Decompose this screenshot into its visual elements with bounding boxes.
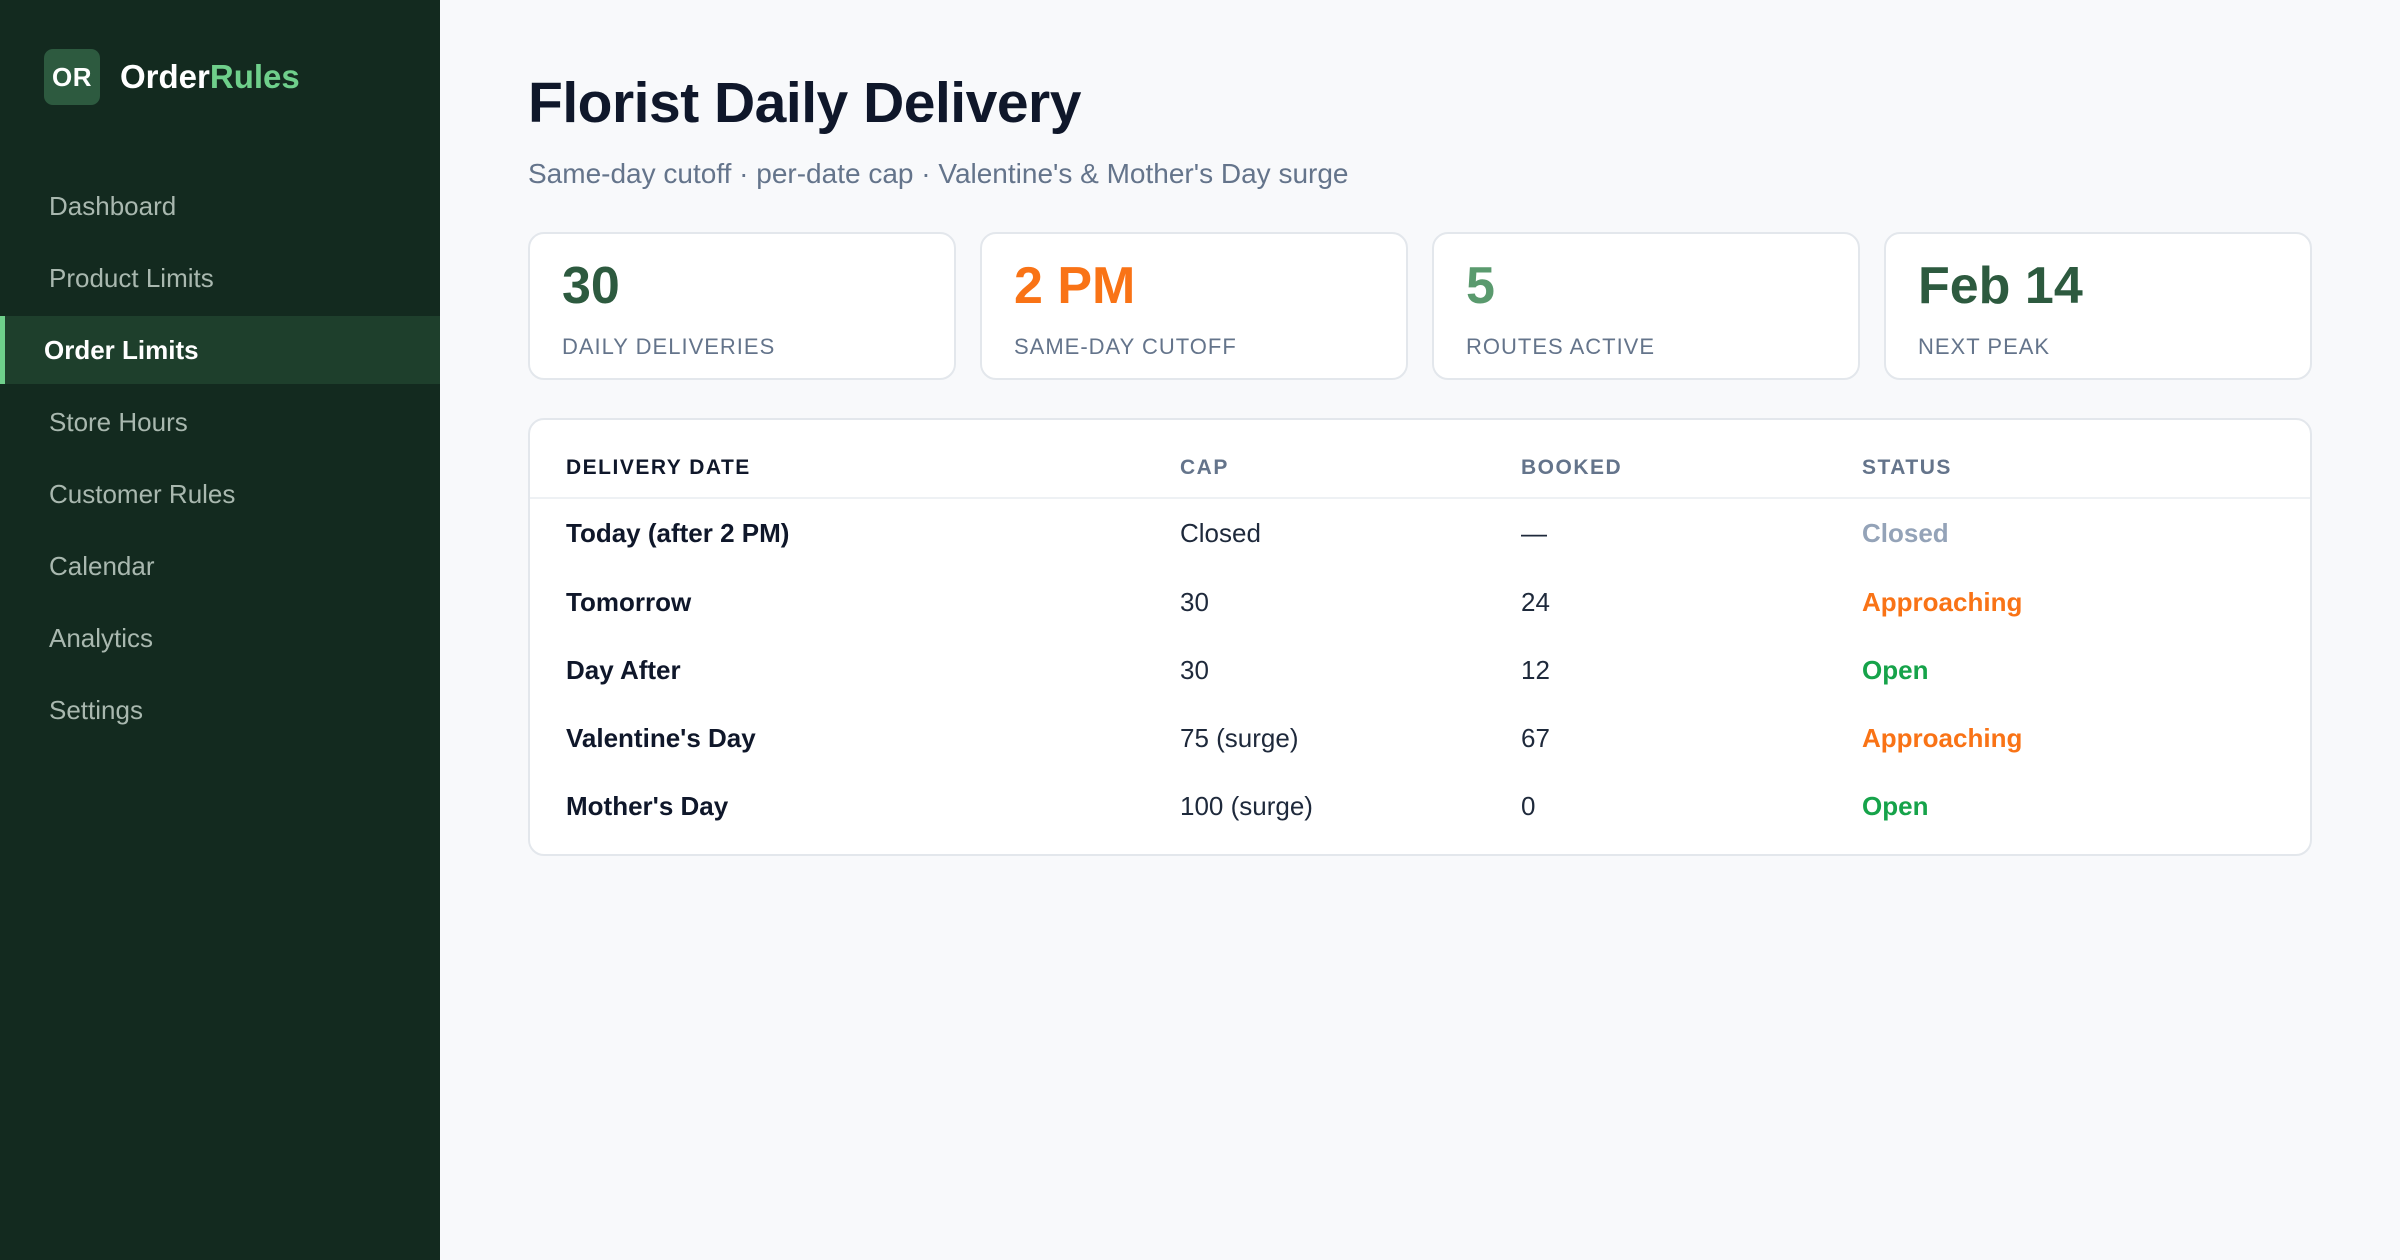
- stat-value: 5: [1466, 257, 1495, 315]
- page-subtitle: Same-day cutoff · per-date cap · Valenti…: [528, 158, 1349, 189]
- stat-label: Same-Day Cutoff: [1014, 334, 1237, 359]
- sidebar-item-calendar[interactable]: Calendar: [49, 550, 155, 581]
- column-header-delivery-date[interactable]: Delivery Date: [530, 420, 1180, 499]
- stat-card-same-day-cutoff: 2 PM Same-Day Cutoff: [980, 232, 1408, 380]
- page-title: Florist Daily Delivery: [528, 71, 1081, 135]
- brand-name-part1: Order: [120, 58, 210, 95]
- stat-label: Next Peak: [1918, 334, 2051, 359]
- cell-status: Approaching: [1862, 586, 2023, 617]
- table-row[interactable]: Day After 30 12 Open: [530, 636, 2310, 704]
- column-header-booked[interactable]: Booked: [1521, 420, 1862, 499]
- cell-booked: 0: [1521, 790, 1536, 821]
- stat-label: Daily Deliveries: [562, 334, 776, 359]
- sidebar-item-store-hours[interactable]: Store Hours: [49, 406, 188, 437]
- table-header-row: Delivery Date Cap Booked Status: [530, 420, 2310, 499]
- stat-value: 2 PM: [1014, 257, 1136, 315]
- cell-booked: —: [1521, 518, 1547, 548]
- cell-status: Closed: [1862, 518, 1949, 548]
- stat-card-next-peak: Feb 14 Next Peak: [1884, 232, 2312, 380]
- cell-cap: 30: [1180, 586, 1209, 617]
- stats-row: 30 Daily Deliveries 2 PM Same-Day Cutoff…: [528, 232, 2312, 380]
- delivery-table: Delivery Date Cap Booked Status Today (a…: [530, 420, 2310, 840]
- table-row[interactable]: Tomorrow 30 24 Approaching: [530, 568, 2310, 636]
- brand-name-part2: Rules: [209, 58, 300, 95]
- sidebar-item-product-limits[interactable]: Product Limits: [49, 262, 214, 293]
- main-content: Florist Daily Delivery Same-day cutoff ·…: [440, 0, 2400, 1260]
- sidebar: OR OrderRules Dashboard Product Limits O…: [0, 0, 440, 1260]
- cell-cap: 100 (surge): [1180, 790, 1313, 821]
- brand[interactable]: OR OrderRules: [0, 0, 440, 108]
- table-row[interactable]: Today (after 2 PM) Closed — Closed: [530, 498, 2310, 568]
- brand-logo: OR: [44, 49, 100, 105]
- cell-delivery-date: Tomorrow: [566, 586, 692, 617]
- cell-booked: 24: [1521, 586, 1550, 617]
- stat-card-routes-active: 5 Routes Active: [1432, 232, 1860, 380]
- brand-name: OrderRules: [120, 58, 300, 96]
- stat-label: Routes Active: [1466, 334, 1656, 359]
- sidebar-nav: Dashboard Product Limits Order Limits St…: [0, 172, 440, 744]
- cell-status: Open: [1862, 790, 1929, 821]
- cell-delivery-date: Valentine's Day: [566, 722, 756, 753]
- cell-booked: 12: [1521, 654, 1550, 685]
- column-header-cap[interactable]: Cap: [1180, 420, 1521, 499]
- sidebar-item-dashboard[interactable]: Dashboard: [49, 190, 177, 221]
- sidebar-item-order-limits[interactable]: Order Limits: [0, 316, 440, 384]
- stat-value: Feb 14: [1918, 257, 2083, 315]
- cell-cap: Closed: [1180, 518, 1261, 548]
- column-header-status[interactable]: Status: [1862, 420, 2310, 499]
- delivery-table-card: Delivery Date Cap Booked Status Today (a…: [528, 418, 2312, 856]
- cell-booked: 67: [1521, 722, 1550, 753]
- cell-delivery-date: Today (after 2 PM): [566, 518, 790, 548]
- sidebar-item-analytics[interactable]: Analytics: [49, 622, 154, 653]
- sidebar-item-customer-rules[interactable]: Customer Rules: [49, 478, 236, 509]
- cell-delivery-date: Mother's Day: [566, 790, 729, 821]
- cell-status: Approaching: [1862, 722, 2023, 753]
- cell-cap: 75 (surge): [1180, 722, 1299, 753]
- sidebar-item-settings[interactable]: Settings: [49, 694, 143, 725]
- cell-status: Open: [1862, 654, 1929, 685]
- stat-card-daily-deliveries: 30 Daily Deliveries: [528, 232, 956, 380]
- stat-value: 30: [562, 257, 620, 315]
- cell-cap: 30: [1180, 654, 1209, 685]
- table-row[interactable]: Mother's Day 100 (surge) 0 Open: [530, 772, 2310, 840]
- cell-delivery-date: Day After: [566, 654, 681, 685]
- table-row[interactable]: Valentine's Day 75 (surge) 67 Approachin…: [530, 704, 2310, 772]
